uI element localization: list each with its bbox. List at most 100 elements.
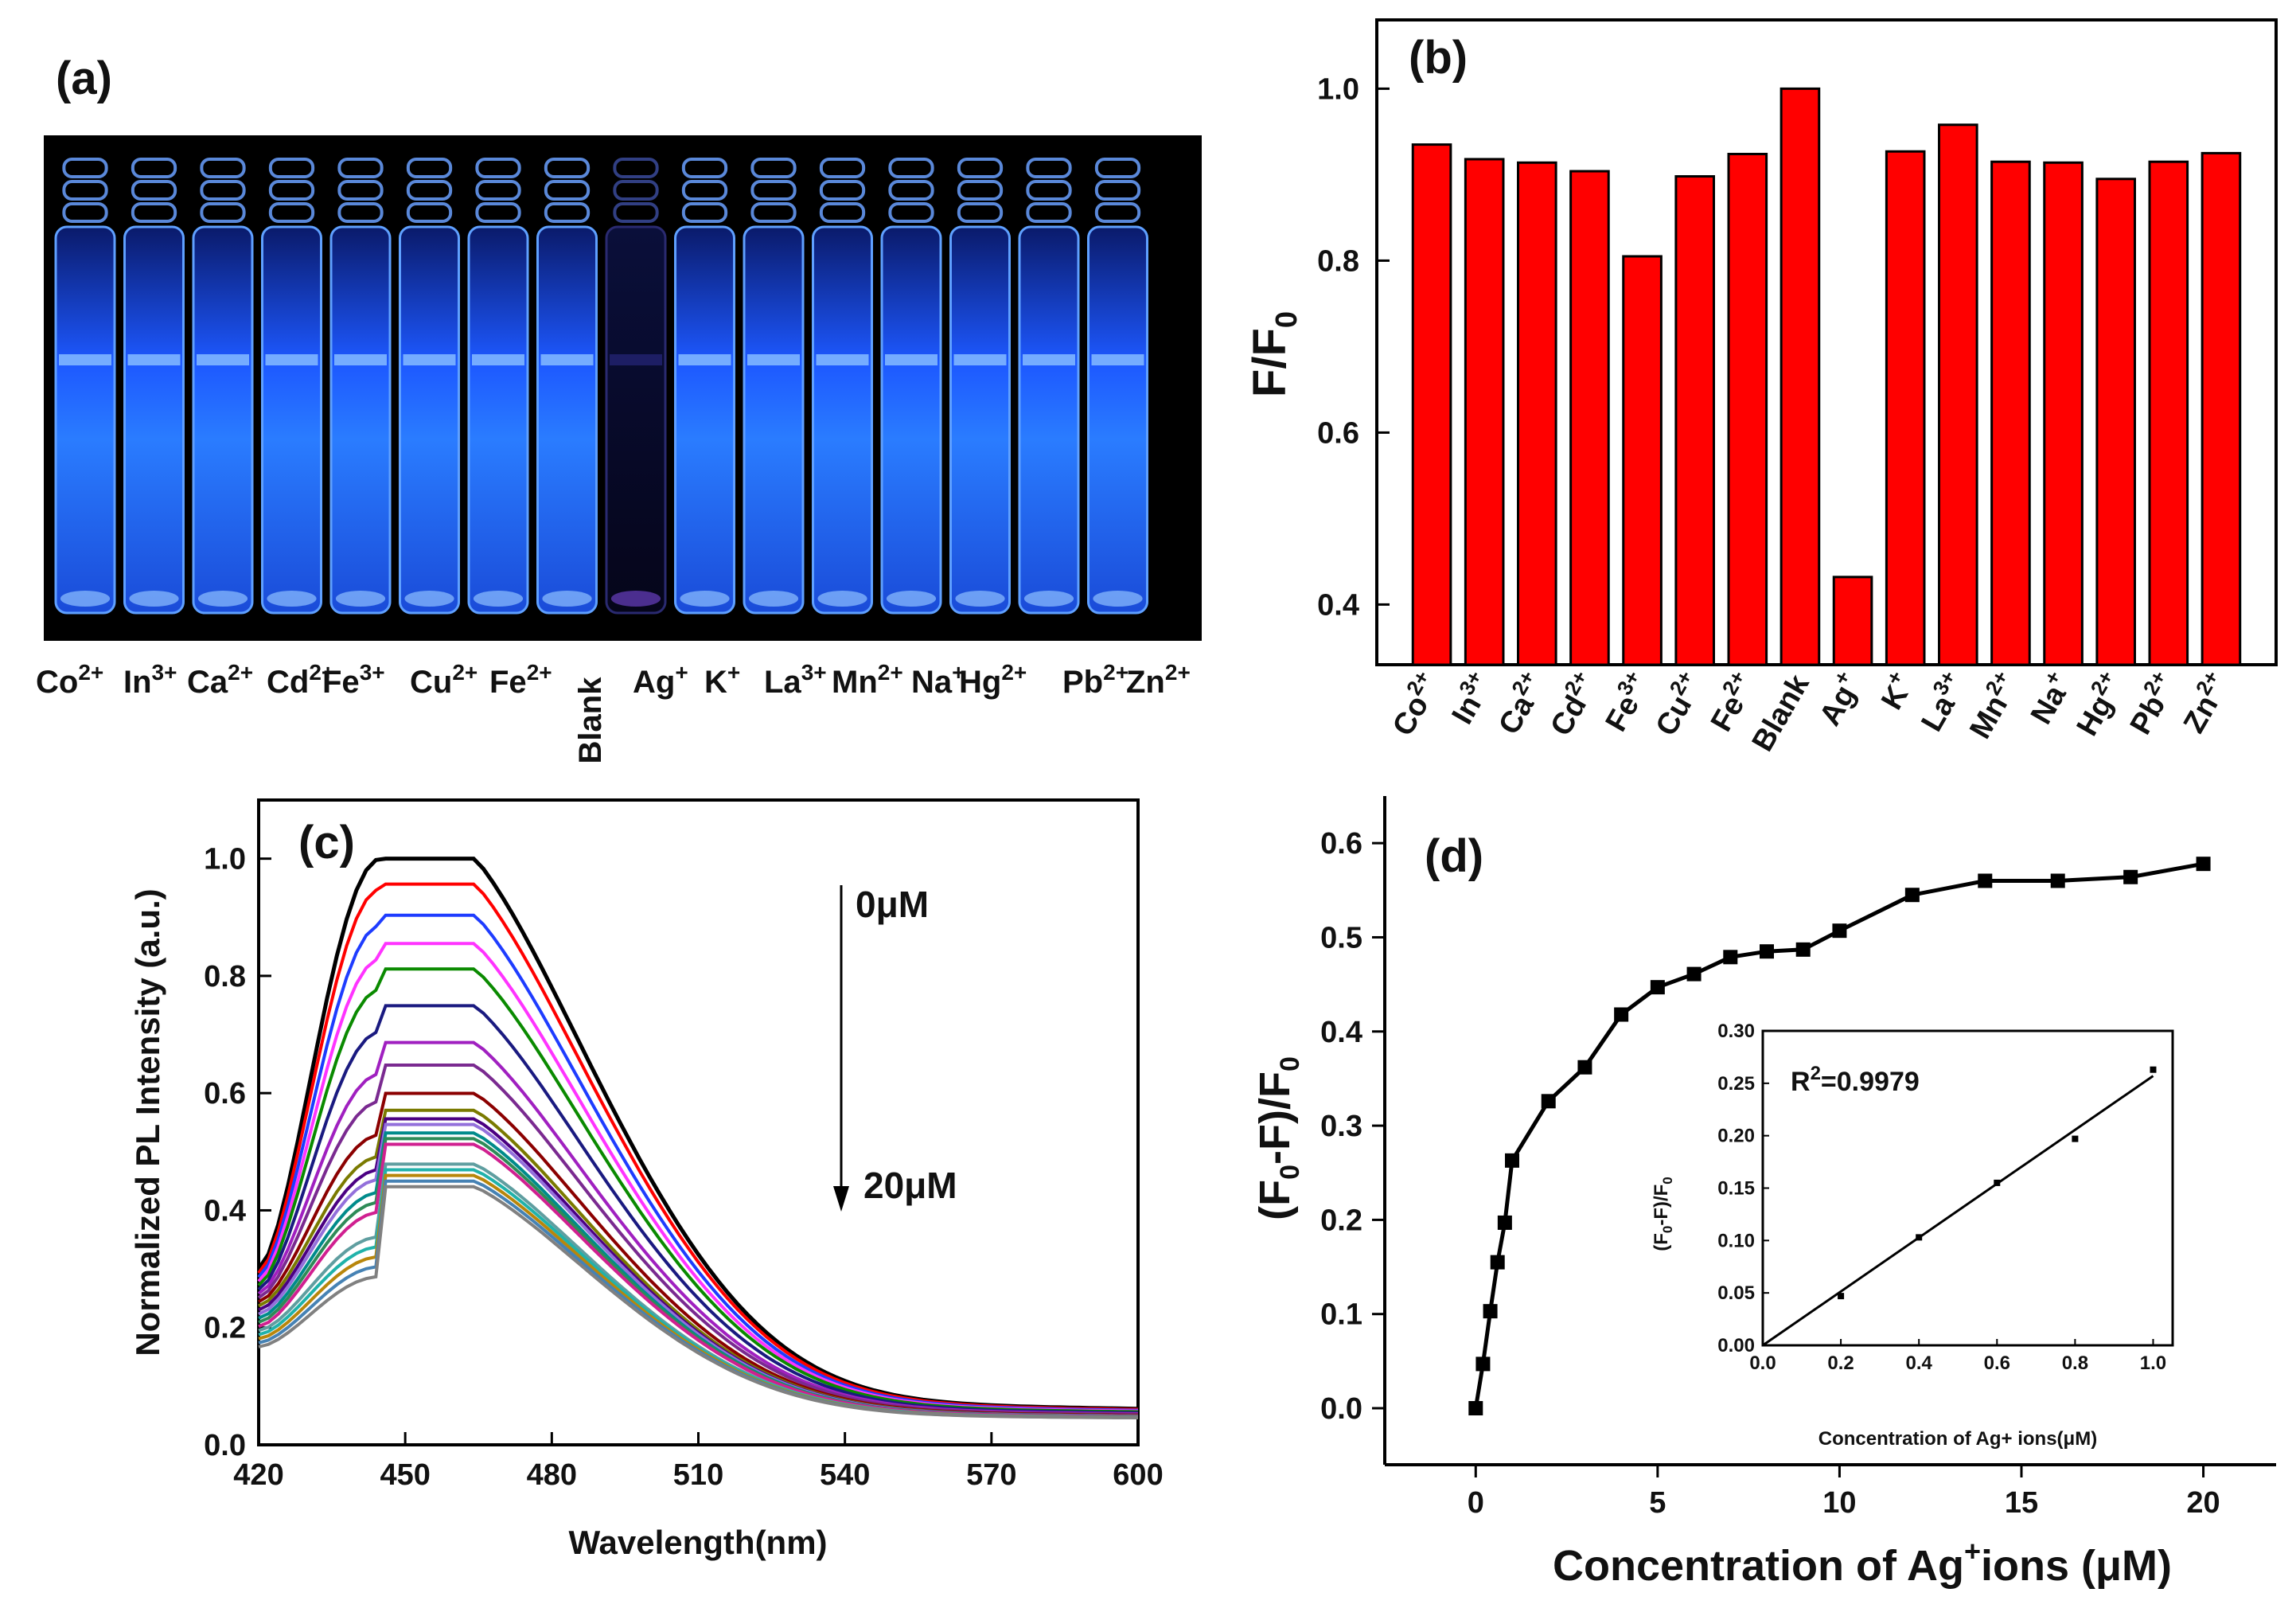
panel-b-axis: 0.4 0.6 0.8 1.0 [1317,72,2223,665]
b-cat-7-base: Blank [1746,669,1817,757]
b-cat-5: Cu2+ [1645,666,1711,742]
vial-body [54,225,116,615]
vial-cap-ring [819,180,866,201]
vial-body [1087,225,1148,615]
b-cat-13-base: Hg [2071,690,2120,742]
vial-bottom [817,591,867,607]
c-ytick-label: 0.4 [204,1194,246,1228]
ion-label-11-base: Mn [832,665,878,700]
inset-xtick-label: 0.6 [1984,1352,2010,1374]
inset-point-2 [1994,1179,2001,1186]
vial-cap-ring [200,158,246,178]
panel-d-axis: 0 5 10 15 200.00.10.20.30.40.50.6 [1320,796,2276,1520]
vial-body [329,225,392,615]
bar-3 [1569,170,1610,666]
b-cat-7: Blank [1746,669,1817,757]
xlabel-sup: + [1964,1535,1981,1567]
vial-cap-ring [475,180,521,201]
ion-label-0: Co2+ [36,660,103,700]
ion-label-6-charge: 2+ [527,660,552,685]
c-xtick-label: 450 [380,1458,430,1492]
ion-label-2: Ca2+ [187,660,253,700]
inset-xtick-label: 0.8 [2062,1352,2088,1374]
panel-a: (a) Co2+ In3+ Ca2+ Cd2+Fe3+ Cu2+ Fe2+Blank Ag+… [36,53,1202,763]
c-xtick-label: 510 [673,1458,723,1492]
vial-body [536,225,598,615]
bar-7 [1779,87,1821,666]
bar-2 [1517,161,1557,666]
c-ytick-label: 0.2 [204,1312,246,1345]
spectrum-16 [258,1168,1139,1419]
vial-body [949,225,1011,615]
arrow-top-label: 0μM [856,884,929,925]
inset-annotation: R2=0.9979 [1791,1063,1920,1097]
b-cat-15: Zn2+ [2173,666,2237,739]
b-cat-4: Fe3+ [1595,666,1659,737]
vial-cap-ring [268,158,315,178]
spectrum-6 [257,1040,1139,1415]
vial-body [743,225,805,615]
inset-ytick-label: 0.25 [1717,1073,1755,1095]
panel-d: (d) 0 5 10 15 200.00.10.20.30.40.50.6 Concen… [1251,796,2276,1590]
vial-bottom [404,591,454,607]
b-cat-12-base: Na [2025,679,2073,730]
vial-meniscus [610,354,662,365]
inset-frame [1761,1029,2174,1347]
vials [54,158,1148,615]
ion-labels: Co2+ In3+ Ca2+ Cd2+Fe3+ Cu2+ Fe2+Blank Ag+ K+ La… [36,660,1191,763]
vial-body [399,225,460,615]
vial-cap-ring [613,180,659,201]
vial-cap-ring [681,158,728,178]
vial-meniscus [59,354,111,365]
panel-d-inset: 0.0 0.2 0.4 0.6 0.8 1.0 0.00 0.05 0.10 0.15 0.20 0.… [1717,1021,2174,1374]
vial-bottom [680,591,730,607]
vial-cap-ring [200,180,246,201]
vial-cap-ring [62,158,108,178]
vial-cap-ring [62,180,108,201]
b-cat-9: K+ [1870,666,1921,716]
c-ytick-label: 0.8 [204,960,246,993]
d-point-9 [1650,980,1665,995]
vial-meniscus [265,354,318,365]
ion-label-15-base: Zn [1126,665,1165,700]
panel-d-ylabel: (F0-F)/F0 [1251,1056,1305,1220]
inset-r-sup: 2 [1811,1063,1821,1084]
bar-11 [1990,160,2031,666]
ion-label-13-charge: 2+ [1001,660,1027,685]
vial-meniscus [540,354,594,365]
panel-c-spectra [256,857,1139,1419]
bar-4 [1622,255,1663,666]
xlabel-main: Concentration of Ag [1553,1542,1964,1590]
panel-c-xlabel: Wavelength(nm) [568,1524,827,1561]
vial-bottom [886,591,937,607]
ion-label-4-charge: 3+ [360,660,385,685]
vial-cap-ring [200,202,246,223]
vial-body [261,225,322,615]
ion-label-1-base: In [123,665,152,700]
bar-5 [1674,175,1715,666]
vial-meniscus [747,354,800,365]
d-xtick-label: 5 [1649,1486,1666,1520]
ion-label-13: Hg2+ [959,660,1027,700]
inset-ytick-label: 0.15 [1717,1178,1755,1200]
vial-cap-ring [475,202,521,223]
vial-bottom [60,591,111,607]
vial-bottom [610,591,661,607]
inset-ylabel: (F0-F)/F0 [1651,1177,1675,1251]
ion-label-10-charge: 3+ [801,660,827,685]
b-cat-8: Ag+ [1808,666,1869,732]
ion-label-6: Fe2+ [489,660,552,700]
inset-ytick-label: 0.10 [1717,1230,1755,1251]
bar-10 [1938,123,1978,666]
vial-cap-ring [888,180,934,201]
vial-bottom [197,591,248,607]
vial-cap-ring [957,202,1004,223]
b-cat-2-base: Ca [1492,689,1541,740]
xlabel-tail: ions (μM) [1981,1542,2172,1590]
inset-fit-line [1762,1075,2154,1347]
b-cat-15-base: Zn [2177,690,2225,739]
ion-label-3-base: Cd [267,665,309,700]
ion-label-12-base: Na [911,665,953,700]
vial-cap-ring [406,180,453,201]
vial-meniscus [197,354,249,365]
